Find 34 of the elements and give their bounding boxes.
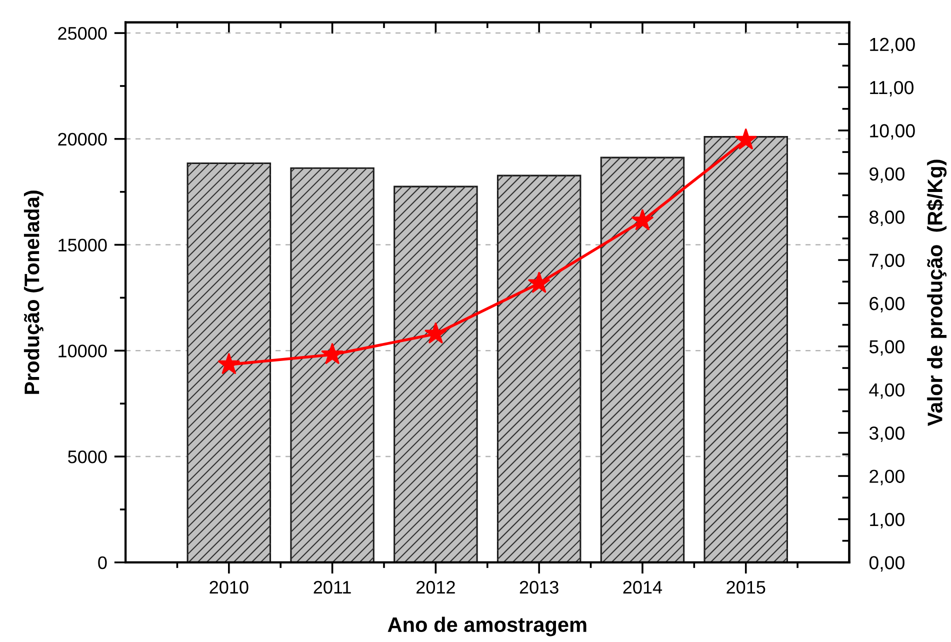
y2-tick-label: 11,00	[870, 80, 914, 96]
y2-tick-label: 5,00	[869, 340, 904, 356]
x-tick-label: 2011	[314, 580, 351, 594]
x-tick-label: 2014	[623, 580, 662, 594]
x-axis-title: Ano de amostragem	[388, 616, 586, 636]
point	[424, 322, 447, 344]
y-tick-label: 5000	[68, 450, 107, 464]
x-tick-label: 2012	[416, 580, 455, 594]
y2-tick-label: 3,00	[869, 426, 904, 442]
y-tick-label: 20000	[58, 132, 107, 146]
y2-tick-label: 6,00	[870, 296, 904, 312]
x-tick-label: 2010	[210, 580, 248, 594]
y2-tick-label: 4,00	[869, 383, 904, 399]
y-tick-label: 0	[98, 556, 107, 570]
point	[528, 272, 550, 294]
y2-axis-title: Valor de produção (R$/Kg)	[926, 160, 947, 426]
y-axis-title: Produção (Tonelada)	[24, 190, 44, 394]
y2-tick-label: 10,00	[870, 124, 915, 140]
y2-tick-label: 12,00	[870, 38, 915, 54]
point	[321, 342, 344, 364]
x-tick-label: 2013	[520, 580, 558, 594]
y-tick-label: 25000	[58, 26, 107, 40]
y2-tick-label: 7,00	[870, 254, 904, 270]
y2-tick-label: 1,00	[870, 512, 904, 528]
y2-tick-label: 9,00	[870, 167, 904, 183]
y-tick-label: 10000	[58, 344, 107, 358]
point	[218, 352, 240, 374]
x-tick-label: 2015	[726, 580, 766, 594]
point	[734, 128, 758, 150]
y-tick-label: 15000	[58, 238, 107, 252]
y2-tick-label: 2,00	[870, 470, 904, 486]
y2-tick-label: 0,00	[869, 556, 904, 572]
y2-tick-label: 8,00	[870, 210, 904, 226]
point	[631, 208, 654, 230]
